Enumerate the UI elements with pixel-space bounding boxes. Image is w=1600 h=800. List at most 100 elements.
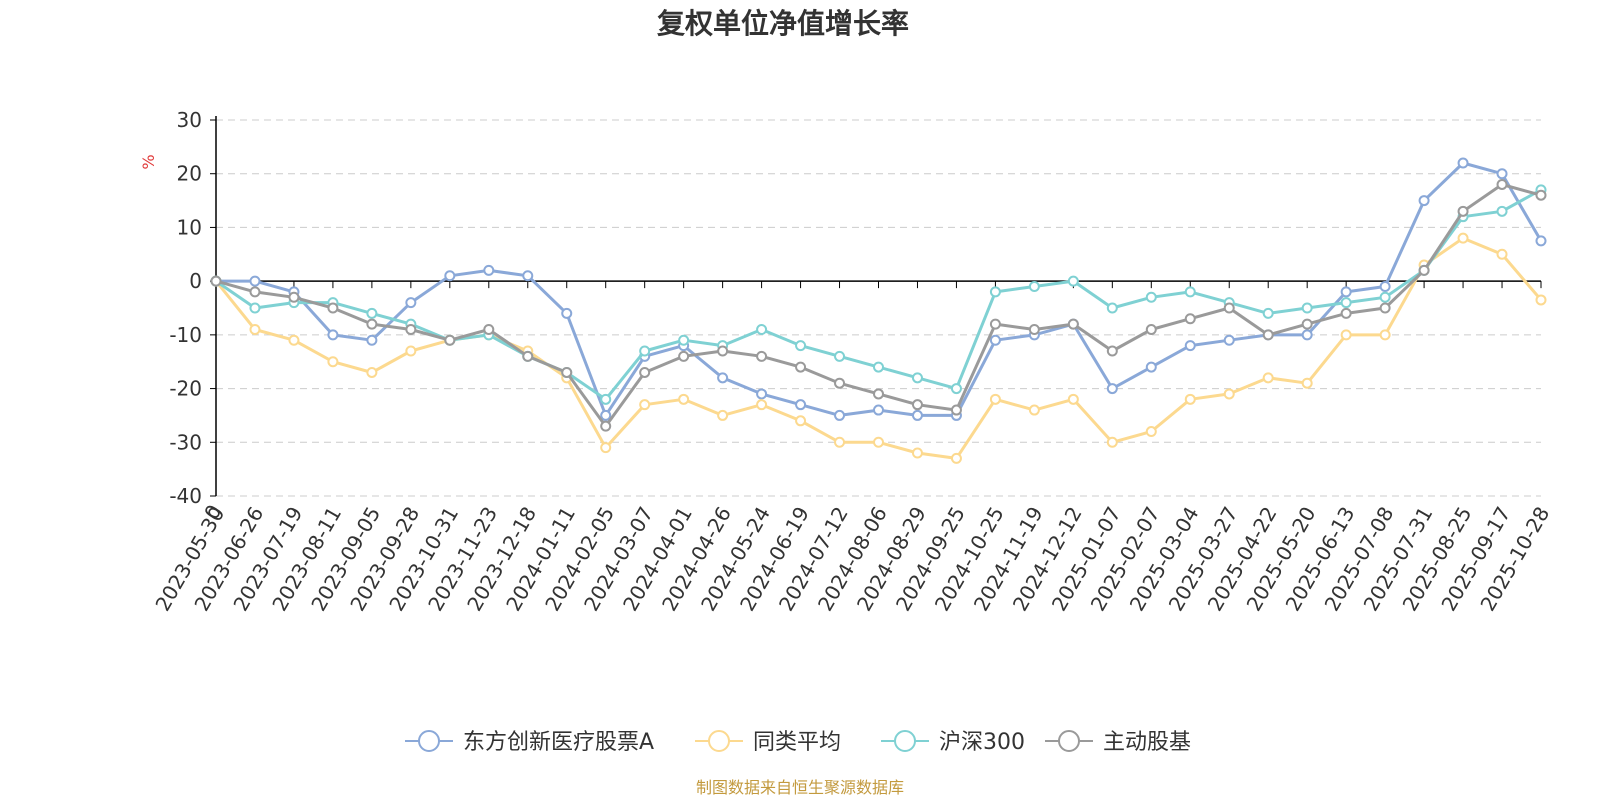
data-point[interactable]	[1535, 235, 1547, 247]
data-point[interactable]	[717, 345, 729, 357]
data-point[interactable]	[950, 383, 962, 395]
data-point[interactable]	[1379, 291, 1391, 303]
data-point[interactable]	[639, 366, 651, 378]
data-point[interactable]	[717, 409, 729, 421]
data-point[interactable]	[873, 388, 884, 400]
data-point[interactable]	[1028, 404, 1040, 416]
data-point[interactable]	[327, 302, 339, 314]
data-point[interactable]	[1028, 323, 1040, 335]
data-point[interactable]	[366, 334, 378, 346]
data-point[interactable]	[678, 393, 690, 405]
data-point[interactable]	[1067, 275, 1079, 287]
data-point[interactable]	[1340, 329, 1352, 341]
data-point[interactable]	[1223, 388, 1235, 400]
data-point[interactable]	[1496, 205, 1508, 217]
data-point[interactable]	[989, 334, 1001, 346]
data-point[interactable]	[1340, 286, 1352, 298]
legend-item-csi300[interactable]: 沪深300	[881, 730, 1025, 755]
data-point[interactable]	[1223, 302, 1235, 314]
data-point[interactable]	[1262, 372, 1274, 384]
data-point[interactable]	[1418, 264, 1430, 276]
data-point[interactable]	[561, 307, 573, 319]
data-point[interactable]	[950, 452, 962, 464]
data-point[interactable]	[950, 404, 962, 416]
data-point[interactable]	[1379, 302, 1391, 314]
data-point[interactable]	[249, 286, 261, 298]
data-point[interactable]	[1457, 157, 1469, 169]
data-point[interactable]	[561, 366, 573, 378]
data-point[interactable]	[1418, 195, 1430, 207]
data-point[interactable]	[1301, 318, 1313, 330]
data-point[interactable]	[795, 361, 807, 373]
data-point[interactable]	[600, 420, 612, 432]
data-point[interactable]	[795, 399, 807, 411]
data-point[interactable]	[1301, 302, 1313, 314]
data-point[interactable]	[1496, 178, 1508, 190]
data-point[interactable]	[1496, 248, 1508, 260]
data-point[interactable]	[210, 275, 222, 287]
data-point[interactable]	[600, 442, 612, 454]
data-point[interactable]	[795, 415, 807, 427]
data-point[interactable]	[1223, 334, 1235, 346]
data-point[interactable]	[873, 436, 884, 448]
data-point[interactable]	[444, 334, 456, 346]
data-point[interactable]	[989, 286, 1001, 298]
data-point[interactable]	[249, 323, 261, 335]
legend-item-fund[interactable]: 东方创新医疗股票A	[405, 730, 654, 755]
data-point[interactable]	[405, 323, 417, 335]
data-point[interactable]	[756, 388, 768, 400]
data-point[interactable]	[483, 264, 495, 276]
data-point[interactable]	[1106, 302, 1118, 314]
data-point[interactable]	[1145, 361, 1157, 373]
data-point[interactable]	[1067, 318, 1079, 330]
data-point[interactable]	[444, 270, 456, 282]
data-point[interactable]	[1301, 329, 1313, 341]
data-point[interactable]	[366, 366, 378, 378]
data-point[interactable]	[639, 399, 651, 411]
data-point[interactable]	[834, 409, 846, 421]
data-point[interactable]	[1106, 345, 1118, 357]
data-point[interactable]	[989, 393, 1001, 405]
data-point[interactable]	[1379, 281, 1391, 293]
data-point[interactable]	[795, 340, 807, 352]
data-point[interactable]	[600, 393, 612, 405]
data-point[interactable]	[678, 334, 690, 346]
data-point[interactable]	[756, 399, 768, 411]
data-point[interactable]	[1106, 383, 1118, 395]
data-point[interactable]	[1106, 436, 1118, 448]
data-point[interactable]	[1340, 297, 1352, 309]
data-point[interactable]	[1340, 307, 1352, 319]
data-point[interactable]	[1184, 340, 1196, 352]
data-point[interactable]	[1535, 189, 1547, 201]
data-point[interactable]	[717, 372, 729, 384]
data-point[interactable]	[834, 377, 846, 389]
data-point[interactable]	[1067, 393, 1079, 405]
data-point[interactable]	[405, 345, 417, 357]
data-point[interactable]	[288, 334, 300, 346]
data-point[interactable]	[834, 436, 846, 448]
data-point[interactable]	[989, 318, 1001, 330]
data-point[interactable]	[678, 350, 690, 362]
data-point[interactable]	[366, 318, 378, 330]
data-point[interactable]	[1496, 168, 1508, 180]
data-point[interactable]	[911, 409, 923, 421]
data-point[interactable]	[911, 372, 923, 384]
data-point[interactable]	[1457, 205, 1469, 217]
data-point[interactable]	[1145, 323, 1157, 335]
data-point[interactable]	[288, 291, 300, 303]
data-point[interactable]	[911, 447, 923, 459]
data-point[interactable]	[1301, 377, 1313, 389]
data-point[interactable]	[1262, 329, 1274, 341]
data-point[interactable]	[639, 345, 651, 357]
data-point[interactable]	[873, 404, 884, 416]
data-point[interactable]	[1379, 329, 1391, 341]
data-point[interactable]	[483, 323, 495, 335]
data-point[interactable]	[1184, 286, 1196, 298]
data-point[interactable]	[600, 409, 612, 421]
data-point[interactable]	[1457, 232, 1469, 244]
data-point[interactable]	[327, 356, 339, 368]
data-point[interactable]	[1184, 313, 1196, 325]
data-point[interactable]	[405, 297, 417, 309]
data-point[interactable]	[249, 302, 261, 314]
data-point[interactable]	[1145, 291, 1157, 303]
